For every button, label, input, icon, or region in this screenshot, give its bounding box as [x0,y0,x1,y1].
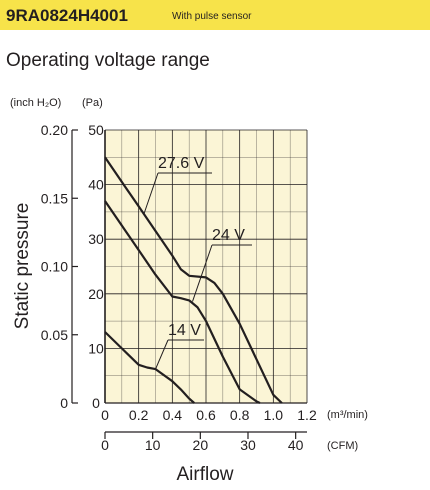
x-tick-label-m3: 0.8 [230,407,250,423]
x-tick-label-cfm: 30 [240,437,256,453]
x-unit-cfm: (CFM) [327,440,358,452]
y-tick-label-pa: 10 [88,340,104,356]
y-tick-label-inch: 0 [60,395,68,411]
y-unit-pa: (Pa) [82,97,103,109]
y-tick-label-inch: 0.20 [41,122,68,138]
label-leader [155,339,169,370]
x-tick-label-cfm: 40 [288,437,304,453]
y-tick-label-pa: 50 [88,122,104,138]
series-label: 14 V [168,322,201,339]
y-axis-label: Static pressure [12,203,33,330]
y-tick-label-inch: 0.15 [41,190,68,206]
series-line [104,156,283,404]
series-label: 24 V [212,227,245,244]
y-tick-label-pa: 0 [92,395,100,411]
series-label: 27.6 V [158,155,205,172]
y-tick-label-pa: 20 [88,286,104,302]
series-line [104,200,261,404]
model-header-bar: 9RA0824H4001 With pulse sensor [0,0,430,30]
label-leader [143,172,159,215]
y-tick-label-pa: 40 [88,177,104,193]
x-axis-label: Airflow [176,464,233,485]
y-tick-label-inch: 0.05 [41,327,68,343]
y-tick-label-pa: 30 [88,231,104,247]
x-tick-label-m3: 0.2 [129,407,149,423]
chart-title: Operating voltage range [6,50,210,71]
model-note: With pulse sensor [172,11,252,22]
x-unit-m3: (m³/min) [327,409,368,421]
x-tick-label-m3: 0.4 [163,407,183,423]
x-tick-label-m3: 0.6 [196,407,216,423]
x-tick-label-cfm: 10 [145,437,161,453]
x-tick-label-cfm: 20 [193,437,209,453]
y-unit-inch: (inch H₂O) [10,97,61,109]
label-leader [192,244,213,302]
x-tick-label-m3: 1.0 [264,407,284,423]
x-tick-label-m3: 1.2 [297,407,317,423]
y-tick-label-inch: 0.10 [41,259,68,275]
x-tick-label-m3: 0 [101,407,109,423]
x-tick-label-cfm: 0 [101,437,109,453]
model-number: 9RA0824H4001 [6,6,128,25]
